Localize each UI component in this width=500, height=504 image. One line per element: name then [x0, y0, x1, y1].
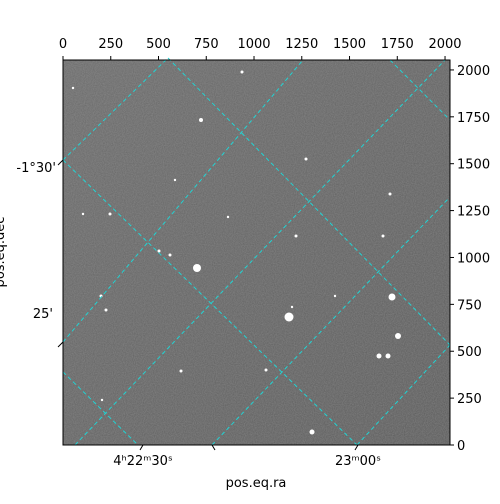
- y-tick-label: 0: [457, 439, 465, 454]
- dec-tick: [57, 159, 64, 166]
- x-tick-label: 2000: [428, 37, 461, 52]
- x-tick-label: 750: [194, 37, 219, 52]
- y-tick-label: 250: [457, 392, 482, 407]
- ra-tick-label: 4ʰ22ᵐ30ˢ: [113, 454, 173, 469]
- y-tick-label: 1500: [457, 158, 490, 173]
- x-tick-label: 1000: [237, 37, 270, 52]
- y-tick-label: 1250: [457, 205, 490, 220]
- ra-tick: [354, 444, 359, 451]
- dec-tick-label: 25': [33, 307, 53, 322]
- x-tick-label: 500: [146, 37, 171, 52]
- coordinate-grid: [62, 57, 451, 446]
- x-tick-label: 1750: [381, 37, 414, 52]
- image: [63, 60, 450, 445]
- y-tick-label: 750: [457, 298, 482, 313]
- dec-tick: [57, 341, 64, 348]
- x-tick-label: 1500: [333, 37, 366, 52]
- x-axis-label: pos.eq.ra: [226, 476, 287, 491]
- y-tick-label: 1750: [457, 111, 490, 126]
- dec-tick-label: -1°30': [16, 161, 56, 176]
- x-tick-label: 1250: [285, 37, 318, 52]
- x-tick-label: 0: [59, 37, 67, 52]
- y-tick-label: 1000: [457, 251, 490, 266]
- y-tick-label: 2000: [457, 64, 490, 79]
- y-tick-label: 500: [457, 345, 482, 360]
- frame: [62, 59, 451, 446]
- x-tick-label: 250: [98, 37, 123, 52]
- ra-tick-label: 23ᵐ00ˢ: [335, 454, 381, 469]
- ra-tick: [211, 444, 216, 451]
- y-axis-label: pos.eq.dec: [0, 217, 8, 288]
- ra-tick: [139, 444, 144, 451]
